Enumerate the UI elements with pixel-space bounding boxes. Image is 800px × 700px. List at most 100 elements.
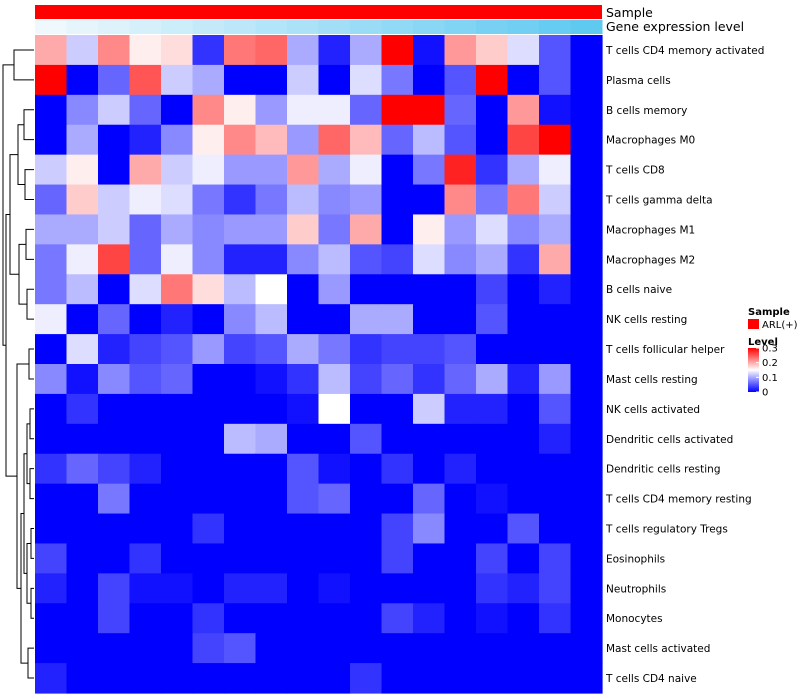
heatmap-cell <box>287 633 320 664</box>
heatmap-cell <box>381 633 414 664</box>
heatmap-cell <box>35 543 68 574</box>
heatmap-cell <box>224 184 257 216</box>
heatmap-cell <box>192 453 225 485</box>
heatmap-cell <box>476 513 509 545</box>
heatmap-cell <box>507 393 540 425</box>
heatmap-cell <box>318 124 351 156</box>
heatmap-cell <box>224 364 257 395</box>
heatmap-cell <box>476 184 509 216</box>
heatmap-cell <box>287 334 320 365</box>
heatmap-cell <box>444 154 477 186</box>
heatmap-cell <box>570 124 603 156</box>
heatmap-cell <box>224 214 257 245</box>
heatmap-cell <box>570 633 603 664</box>
heatmap-cell <box>66 543 99 574</box>
heatmap-cell <box>318 154 351 186</box>
heatmap-cell <box>413 423 446 455</box>
heatmap-cell <box>192 184 225 216</box>
heatmap-cell <box>507 663 540 694</box>
heatmap-cell <box>255 94 288 126</box>
heatmap-cell <box>539 513 572 545</box>
heatmap-cell <box>539 423 572 455</box>
heatmap-cell <box>413 184 446 216</box>
heatmap-cell <box>444 35 477 66</box>
row-label: Dendritic cells resting <box>606 464 721 476</box>
heatmap-cell <box>35 184 68 216</box>
heatmap-cell <box>381 573 414 604</box>
heatmap-cell <box>539 64 572 96</box>
row-label: T cells CD4 memory activated <box>605 45 764 57</box>
heatmap-cell <box>413 64 446 96</box>
heatmap-cell <box>98 35 131 66</box>
heatmap-cell <box>507 603 540 634</box>
annotation-cell-gene-expression <box>35 20 67 34</box>
heatmap-cell <box>161 154 194 186</box>
heatmap-cell <box>570 64 603 96</box>
heatmap-cell <box>129 513 162 545</box>
annotation-cell-gene-expression <box>444 20 477 34</box>
heatmap-cell <box>255 543 288 574</box>
heatmap-cell <box>161 513 194 545</box>
heatmap-cell <box>476 423 509 455</box>
heatmap-cell <box>507 543 540 574</box>
heatmap-cell <box>539 453 572 485</box>
annotation-cell-gene-expression <box>192 20 225 34</box>
heatmap-cell <box>413 35 446 66</box>
heatmap-cell <box>287 304 320 335</box>
row-label: Macrophages M1 <box>606 224 695 236</box>
heatmap-cell <box>318 453 351 485</box>
annotation-cell-gene-expression <box>224 20 256 34</box>
heatmap-cell <box>287 124 320 156</box>
heatmap-cell <box>66 94 99 126</box>
heatmap-cell <box>318 603 351 634</box>
annotation-cell-gene-expression <box>318 20 351 34</box>
row-label: Monocytes <box>606 613 663 625</box>
heatmap-cell <box>161 423 194 455</box>
heatmap-cell <box>98 214 131 245</box>
heatmap-cell <box>476 334 509 365</box>
heatmap-cell <box>476 393 509 425</box>
heatmap-cell <box>129 334 162 365</box>
heatmap-cell <box>381 453 414 485</box>
heatmap-cell <box>66 124 99 156</box>
column-annotation-tracks <box>35 5 603 34</box>
heatmap-cell <box>224 124 257 156</box>
heatmap-cell <box>413 543 446 574</box>
row-label: T cells CD8 <box>605 165 665 177</box>
heatmap-cell <box>98 334 131 365</box>
heatmap-cell <box>192 423 225 455</box>
heatmap-cell <box>507 244 540 275</box>
heatmap-cell <box>350 663 383 694</box>
heatmap-cell <box>570 453 603 485</box>
heatmap-cell <box>413 304 446 335</box>
heatmap-cell <box>66 663 99 694</box>
dendrogram-branch <box>29 468 34 500</box>
legend-tick-label: 0.3 <box>762 344 778 355</box>
heatmap-cell <box>287 364 320 395</box>
heatmap-cell <box>66 184 99 216</box>
heatmap-cell <box>66 214 99 245</box>
heatmap-cell <box>413 603 446 634</box>
heatmap-cell <box>255 603 288 634</box>
heatmap-cell <box>539 154 572 186</box>
heatmap-cell <box>539 663 572 694</box>
heatmap-cell <box>413 274 446 305</box>
heatmap-cell <box>66 393 99 425</box>
heatmap-cell <box>444 64 477 96</box>
heatmap-cell <box>66 154 99 186</box>
heatmap-cell <box>129 543 162 574</box>
heatmap-cell <box>570 543 603 574</box>
heatmap-cell <box>570 663 603 694</box>
heatmap-cell <box>129 64 162 96</box>
heatmap-cell <box>287 453 320 485</box>
heatmap-cell <box>381 214 414 245</box>
annotation-cell-gene-expression <box>381 20 414 34</box>
heatmap-cell <box>224 603 257 634</box>
heatmap-cell <box>444 453 477 485</box>
heatmap-cell <box>224 663 257 694</box>
dendrogram-branch <box>26 542 31 604</box>
row-label: Dendritic cells activated <box>606 434 733 446</box>
heatmap-cell <box>318 35 351 66</box>
heatmap-cell <box>476 603 509 634</box>
heatmap-cell <box>476 663 509 694</box>
